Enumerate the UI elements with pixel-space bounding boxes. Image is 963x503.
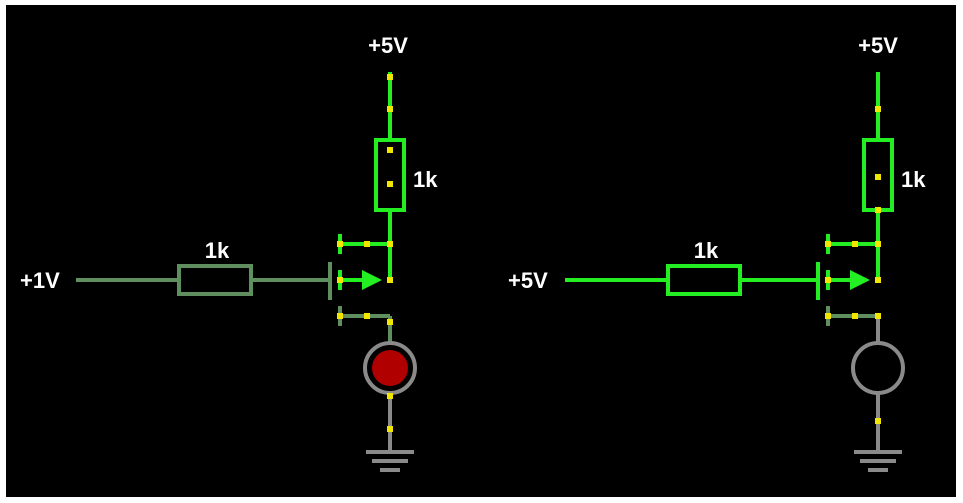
gate-resistor-label-right: 1k <box>694 238 719 263</box>
supply-label-right: +5V <box>858 33 898 58</box>
input-label-right: +5V <box>508 268 548 293</box>
mosfet-arrow-right <box>850 270 870 290</box>
canvas-background <box>6 5 956 497</box>
circuit-left: +5V 1k +1V <box>20 33 438 472</box>
input-label-left: +1V <box>20 268 60 293</box>
ground-symbol-left <box>366 450 414 472</box>
gate-resistor-right[interactable] <box>666 264 742 296</box>
lamp-on-indicator-left <box>372 350 408 386</box>
node-dots-left <box>337 74 393 432</box>
mosfet-left[interactable] <box>328 234 392 342</box>
gate-resistor-left[interactable] <box>177 264 253 296</box>
drain-resistor-label-right: 1k <box>901 167 926 192</box>
lamp-ring-right[interactable] <box>851 341 905 395</box>
mosfet-arrow-left <box>362 270 382 290</box>
mosfet-right[interactable] <box>816 234 880 342</box>
supply-label-left: +5V <box>368 33 408 58</box>
circuit-right: +5V 1k +5V 1k <box>508 33 926 472</box>
gate-resistor-label-left: 1k <box>205 238 230 263</box>
ground-symbol-right <box>854 450 902 472</box>
drain-resistor-label-left: 1k <box>413 167 438 192</box>
node-dots-right <box>825 106 881 424</box>
